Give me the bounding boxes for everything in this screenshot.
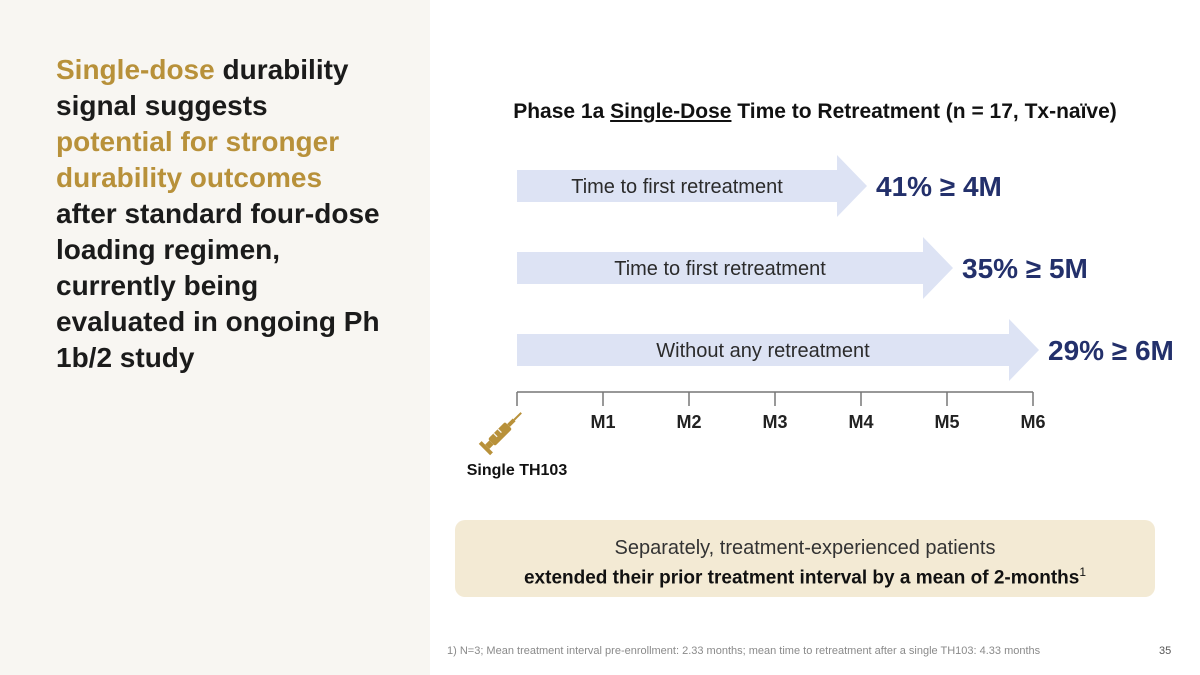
callout-line-2: extended their prior treatment interval … (455, 560, 1155, 590)
timeline-tick-label: M6 (1020, 412, 1045, 432)
callout-superscript: 1 (1079, 565, 1087, 579)
callout-line-2-text: extended their prior treatment interval … (523, 567, 1080, 589)
headline-part: Single-dose (56, 54, 215, 85)
value-label: 35% ≥ 5M (962, 253, 1088, 284)
timeline-tick-label: M5 (934, 412, 959, 432)
timeline-tick-label: M2 (676, 412, 701, 432)
chart-title-part: Phase 1a (513, 100, 611, 123)
callout-box: Separately, treatment-experienced patien… (455, 520, 1155, 597)
retreatment-arrow (517, 155, 867, 217)
headline-part: potential for stronger durability outcom… (56, 126, 340, 193)
left-panel: Single-dose durability signal suggests p… (0, 0, 430, 675)
chart-title-part: Time to Retreatment (n = 17, Tx-naïve) (731, 100, 1117, 123)
arrow-label: Time to first retreatment (614, 258, 826, 280)
value-label: 41% ≥ 4M (876, 171, 1002, 202)
footnote: 1) N=3; Mean treatment interval pre-enro… (447, 645, 1041, 657)
timeline-tick-label: M3 (762, 412, 787, 432)
headline: Single-dose durability signal suggests p… (56, 52, 386, 376)
page-number: 35 (1159, 645, 1172, 657)
timeline-tick-label: M1 (590, 412, 615, 432)
retreatment-arrow (517, 319, 1039, 381)
headline-part: after standard four-dose loading regimen… (56, 198, 380, 373)
timeline-tick-label: M4 (848, 412, 873, 432)
headline-part: durability signal suggests (56, 54, 349, 121)
arrow-label: Without any retreatment (656, 340, 870, 362)
retreatment-arrow (517, 237, 953, 299)
retreatment-chart: Time to first retreatment 41% ≥ 4M Time to… (467, 155, 1174, 479)
chart-title-underlined: Single-Dose (610, 100, 732, 123)
value-label: 29% ≥ 6M (1048, 335, 1174, 366)
arrow-label: Time to first retreatment (571, 176, 783, 198)
origin-label: Single TH103 (467, 462, 568, 479)
syringe-icon (478, 412, 522, 456)
chart-title: Phase 1a Single-Dose Time to Retreatment… (430, 100, 1200, 124)
callout-line-1: Separately, treatment-experienced patien… (614, 537, 996, 559)
